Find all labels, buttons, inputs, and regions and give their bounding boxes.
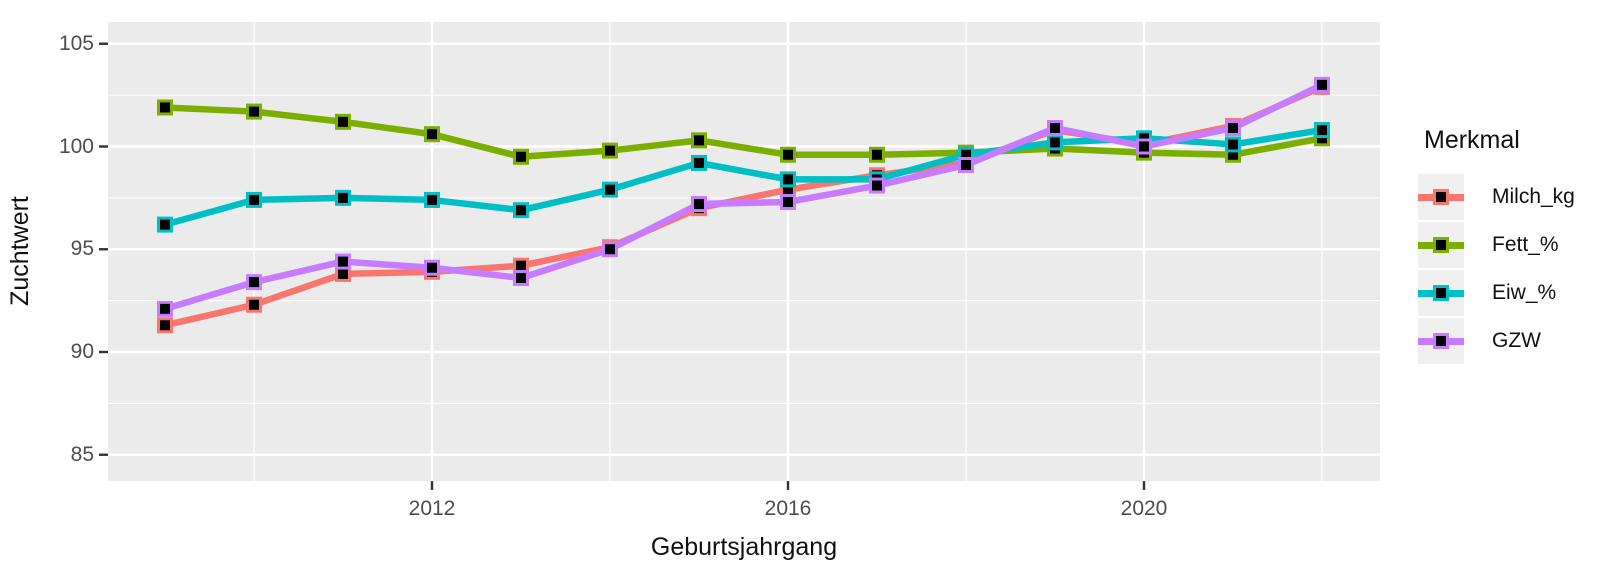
data-point-Eiw_%-2013 (513, 202, 529, 219)
data-point-Eiw_%-2022 (1314, 122, 1330, 139)
legend-label: Fett_% (1492, 233, 1559, 256)
data-point-Eiw_%-2009 (157, 216, 173, 233)
line-sample-icon (1418, 333, 1464, 349)
y-tick-label-105: 105 (58, 31, 94, 55)
data-point-GZW-2009 (157, 300, 173, 317)
data-point-GZW-2017 (869, 177, 885, 194)
legend-item-milch-kg: Milch_kg (1418, 174, 1600, 220)
x-tick-label-2020: 2020 (1120, 497, 1168, 520)
y-tick-label-90: 90 (70, 340, 94, 363)
line-sample-icon (1418, 285, 1464, 301)
data-point-Eiw_%-2011 (335, 189, 351, 206)
data-point-GZW-2019 (1047, 120, 1063, 137)
data-point-GZW-2010 (246, 274, 262, 291)
data-point-Fett_%-2012 (424, 126, 440, 143)
data-point-Fett_%-2013 (513, 148, 529, 165)
data-point-GZW-2011 (335, 253, 351, 270)
data-point-GZW-2014 (602, 241, 618, 258)
y-tick-label-95: 95 (70, 237, 94, 261)
legend-item-eiw-pct: Eiw_% (1418, 270, 1600, 316)
x-tick-label-2016: 2016 (764, 497, 812, 520)
series-line-GZW (161, 81, 1326, 313)
data-point-Eiw_%-2019 (1047, 134, 1063, 151)
legend: Merkmal Milch_kg Fett_% E (1418, 126, 1600, 366)
legend-key-swatch (1418, 270, 1464, 316)
data-point-Eiw_%-2015 (691, 154, 707, 171)
square-marker-icon (1433, 237, 1449, 253)
legend-label: GZW (1492, 329, 1541, 352)
data-point-GZW-2015 (691, 196, 707, 213)
y-tick-label-85: 85 (70, 442, 94, 466)
x-axis-title: Geburtsjahrgang (650, 533, 838, 561)
y-tick-label-100: 100 (58, 134, 94, 158)
legend-key-swatch (1418, 174, 1464, 220)
legend-label: Milch_kg (1492, 185, 1575, 208)
square-marker-icon (1433, 333, 1449, 349)
data-point-Milch_kg-2010 (246, 296, 262, 313)
data-point-Fett_%-2015 (691, 132, 707, 149)
data-point-Fett_%-2016 (780, 146, 796, 163)
data-point-GZW-2021 (1225, 120, 1241, 137)
line-sample-icon (1418, 189, 1464, 205)
legend-item-fett-pct: Fett_% (1418, 222, 1600, 268)
data-point-Eiw_%-2016 (780, 171, 796, 188)
data-point-GZW-2018 (958, 156, 974, 173)
data-point-Eiw_%-2014 (602, 181, 618, 198)
data-point-GZW-2022 (1314, 76, 1330, 93)
legend-key-swatch (1418, 318, 1464, 364)
square-marker-icon (1433, 189, 1449, 205)
panel-background (108, 22, 1380, 481)
data-point-GZW-2016 (780, 193, 796, 210)
data-point-GZW-2020 (1136, 138, 1152, 155)
data-point-Eiw_%-2021 (1225, 136, 1241, 153)
data-point-Fett_%-2011 (335, 113, 351, 130)
data-point-Eiw_%-2012 (424, 191, 440, 208)
series-line-Fett_% (161, 104, 1326, 161)
legend-key-swatch (1418, 222, 1464, 268)
series-line-Eiw_% (161, 126, 1326, 228)
legend-title: Merkmal (1424, 126, 1520, 154)
data-point-Fett_%-2014 (602, 142, 618, 159)
data-point-GZW-2013 (513, 270, 529, 287)
data-point-Fett_%-2017 (869, 146, 885, 163)
data-point-GZW-2012 (424, 259, 440, 276)
data-point-Eiw_%-2010 (246, 191, 262, 208)
x-tick-label-2012: 2012 (408, 497, 456, 520)
data-point-Milch_kg-2009 (157, 317, 173, 334)
line-sample-icon (1418, 237, 1464, 253)
legend-label: Eiw_% (1492, 281, 1557, 304)
square-marker-icon (1433, 285, 1449, 301)
data-point-Fett_%-2009 (157, 99, 173, 116)
data-point-Fett_%-2010 (246, 103, 262, 120)
y-axis-title: Zuchtwert (6, 196, 34, 306)
legend-item-gzw: GZW (1418, 318, 1600, 364)
